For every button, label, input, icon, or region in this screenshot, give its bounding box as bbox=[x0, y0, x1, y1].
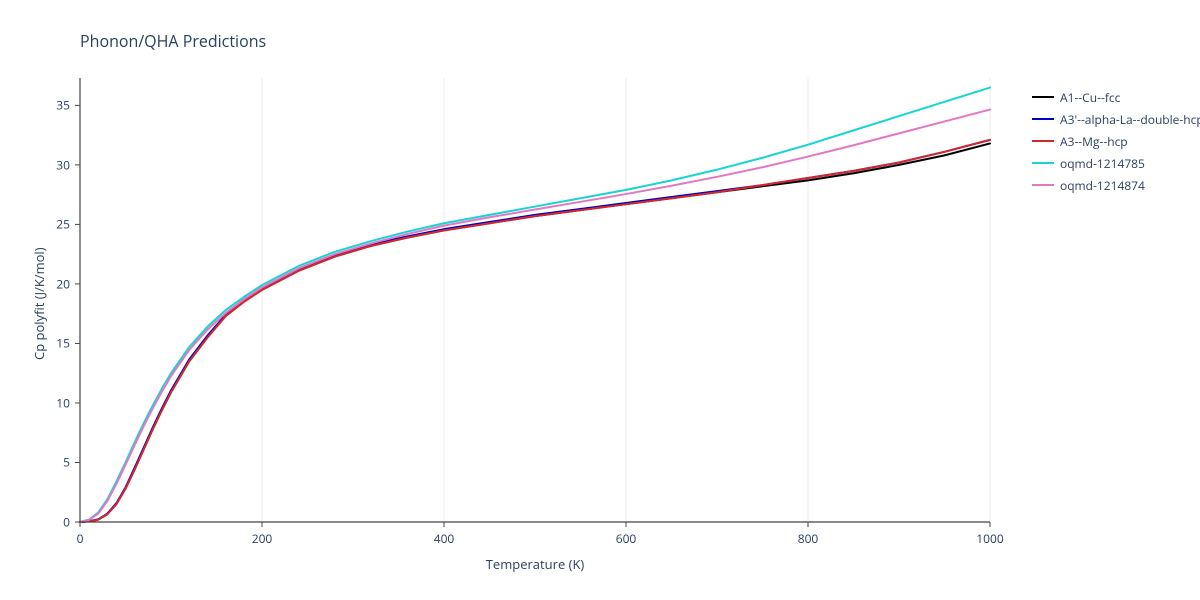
x-tick-label: 400 bbox=[434, 530, 455, 547]
x-axis-label: Temperature (K) bbox=[486, 555, 585, 573]
plot-area bbox=[0, 0, 1200, 600]
y-tick-label: 25 bbox=[56, 216, 70, 233]
y-axis-label: Cp polyfit (J/K/mol) bbox=[30, 247, 48, 360]
legend-item[interactable]: A1--Cu--fcc bbox=[1032, 88, 1200, 106]
y-tick-label: 20 bbox=[56, 275, 70, 292]
legend-label: A3'--alpha-La--double-hcp bbox=[1060, 111, 1200, 128]
y-tick-label: 10 bbox=[56, 394, 70, 411]
y-tick-label: 5 bbox=[63, 454, 70, 471]
y-tick-label: 30 bbox=[56, 156, 70, 173]
x-tick-label: 1000 bbox=[976, 530, 1003, 547]
x-tick-label: 0 bbox=[77, 530, 84, 547]
chart-container: Phonon/QHA Predictions Temperature (K) C… bbox=[0, 0, 1200, 600]
legend-swatch bbox=[1032, 184, 1054, 186]
legend-swatch bbox=[1032, 162, 1054, 164]
y-tick-label: 0 bbox=[63, 514, 70, 531]
legend: A1--Cu--fcc A3'--alpha-La--double-hcp A3--… bbox=[1032, 88, 1200, 198]
legend-label: oqmd-1214874 bbox=[1060, 177, 1145, 194]
legend-item[interactable]: A3--Mg--hcp bbox=[1032, 132, 1200, 150]
y-tick-label: 35 bbox=[56, 97, 70, 114]
legend-swatch bbox=[1032, 118, 1054, 120]
legend-item[interactable]: A3'--alpha-La--double-hcp bbox=[1032, 110, 1200, 128]
legend-label: oqmd-1214785 bbox=[1060, 155, 1145, 172]
legend-label: A1--Cu--fcc bbox=[1060, 89, 1120, 106]
legend-item[interactable]: oqmd-1214785 bbox=[1032, 154, 1200, 172]
x-tick-label: 800 bbox=[798, 530, 819, 547]
legend-swatch bbox=[1032, 96, 1054, 98]
legend-label: A3--Mg--hcp bbox=[1060, 133, 1128, 150]
x-tick-label: 200 bbox=[252, 530, 273, 547]
y-tick-label: 15 bbox=[56, 335, 70, 352]
x-tick-label: 600 bbox=[616, 530, 637, 547]
legend-item[interactable]: oqmd-1214874 bbox=[1032, 176, 1200, 194]
legend-swatch bbox=[1032, 140, 1054, 142]
